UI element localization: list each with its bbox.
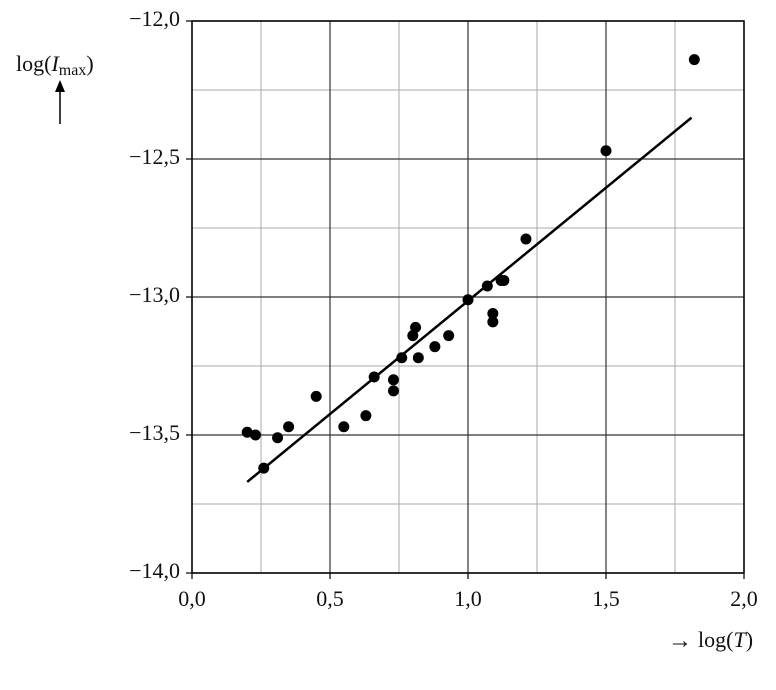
data-point (338, 421, 350, 433)
data-point (283, 421, 295, 433)
y-label-symbol: I (50, 51, 60, 76)
x-tick-label: 0,5 (316, 586, 344, 611)
x-tick-label: 1,0 (454, 586, 482, 611)
x-label-prefix: log( (698, 627, 733, 652)
data-point (410, 321, 422, 333)
y-label-subscript: max (59, 62, 87, 79)
x-label-symbol: T (733, 627, 747, 652)
data-point (249, 429, 261, 441)
data-point (429, 341, 441, 353)
data-point (407, 330, 419, 342)
data-point (368, 371, 380, 383)
data-point (487, 316, 499, 328)
data-point (396, 352, 408, 364)
data-point (272, 432, 284, 444)
data-point (688, 54, 700, 66)
x-label-suffix: ) (746, 627, 753, 652)
data-point (600, 145, 612, 157)
y-arrow-head (55, 80, 65, 92)
data-point (360, 410, 372, 422)
data-point (443, 330, 455, 342)
y-label-suffix: ) (86, 51, 93, 76)
x-tick-label: 1,5 (592, 586, 620, 611)
data-point (258, 462, 270, 474)
y-tick-label: −12,0 (129, 6, 180, 31)
data-point (487, 308, 499, 320)
data-point (462, 294, 474, 306)
data-point (412, 352, 424, 364)
data-point (387, 374, 399, 386)
plot-frame (191, 20, 745, 574)
data-point (241, 426, 253, 438)
data-point (387, 385, 399, 397)
y-tick-label: −12,5 (129, 144, 180, 169)
y-tick-label: −13,0 (129, 282, 180, 307)
x-label-arrow: → (668, 628, 692, 654)
y-label-prefix: log( (16, 51, 51, 76)
data-point (481, 280, 493, 292)
x-tick-label: 2,0 (730, 586, 758, 611)
x-tick-label: 0,0 (178, 586, 206, 611)
data-point (310, 390, 322, 402)
x-axis-label: → log(T) (668, 627, 753, 653)
data-point (498, 274, 510, 286)
y-tick-label: −14,0 (129, 558, 180, 583)
y-tick-label: −13,5 (129, 420, 180, 445)
data-point (520, 233, 532, 245)
y-axis-label: log(Imax) (16, 51, 94, 79)
